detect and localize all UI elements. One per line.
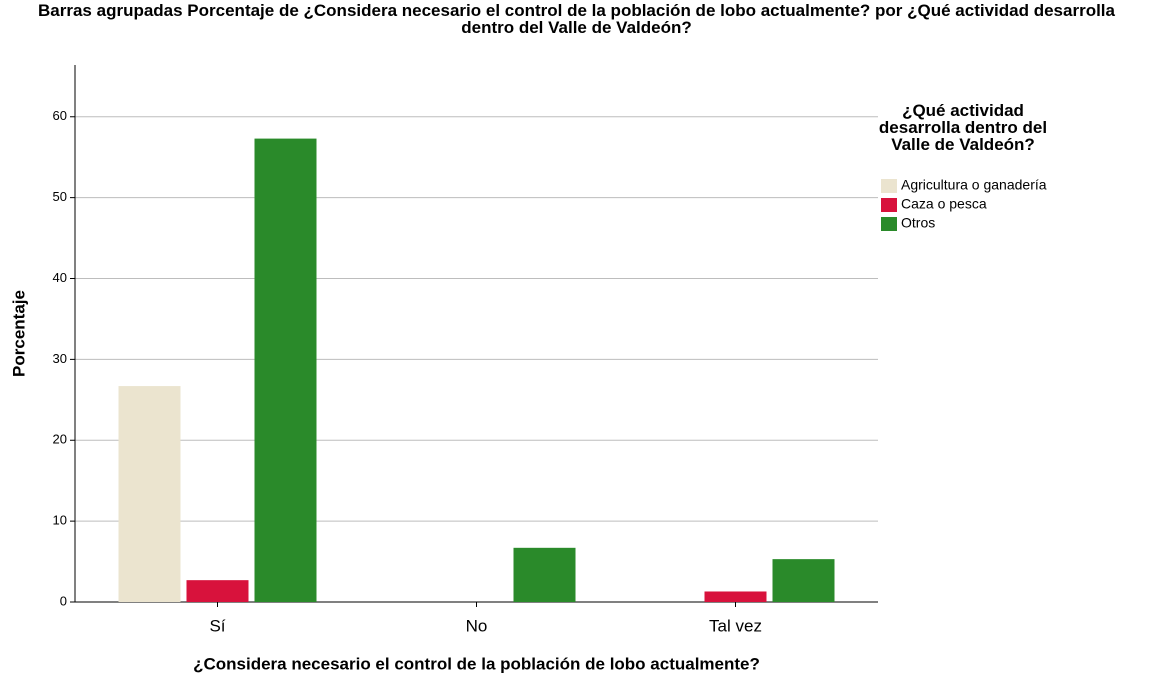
- bar: [118, 386, 181, 602]
- y-tick-label: 30: [53, 351, 67, 366]
- chart-title: Barras agrupadas Porcentaje de ¿Consider…: [38, 1, 1115, 37]
- bar: [704, 591, 767, 602]
- legend-swatch: [881, 179, 897, 193]
- legend-label: Otros: [901, 215, 935, 231]
- y-tick-label: 10: [53, 513, 67, 528]
- legend-label: Agricultura o ganadería: [901, 177, 1047, 193]
- y-axis-label: Porcentaje: [9, 290, 28, 377]
- bar: [254, 138, 317, 602]
- bar: [186, 580, 249, 602]
- y-tick-label: 20: [53, 432, 67, 447]
- bar: [772, 559, 835, 602]
- x-tick-label: No: [466, 616, 488, 635]
- y-tick-label: 0: [60, 593, 67, 608]
- y-tick-label: 50: [53, 189, 67, 204]
- x-axis-label: ¿Considera necesario el control de la po…: [193, 654, 760, 673]
- legend-swatch: [881, 217, 897, 231]
- legend-swatch: [881, 198, 897, 212]
- y-tick-label: 60: [53, 108, 67, 123]
- x-tick-label: Tal vez: [709, 616, 762, 635]
- x-tick-label: Sí: [209, 616, 225, 635]
- legend-label: Caza o pesca: [901, 196, 987, 212]
- bar: [513, 547, 576, 602]
- y-tick-label: 40: [53, 270, 67, 285]
- legend-title: ¿Qué actividad desarrolla dentro del Val…: [878, 101, 1048, 154]
